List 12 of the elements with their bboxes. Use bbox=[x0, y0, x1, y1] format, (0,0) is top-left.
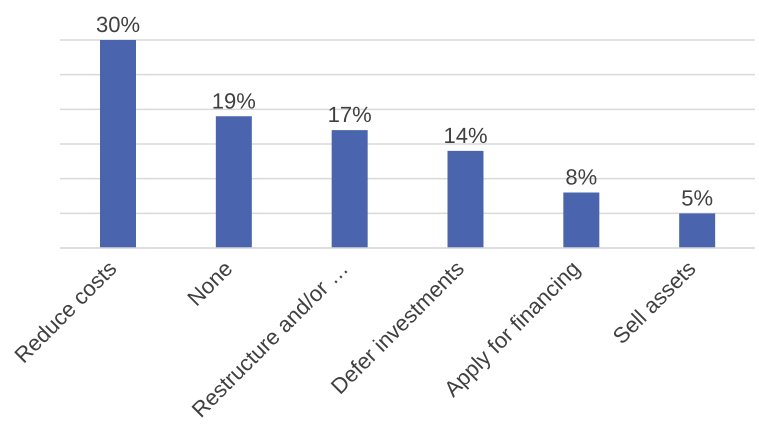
data-label: 17% bbox=[328, 102, 372, 128]
data-label: 8% bbox=[565, 164, 598, 190]
bar bbox=[216, 116, 252, 248]
bar bbox=[679, 213, 716, 248]
data-label: 19% bbox=[212, 88, 256, 114]
data-label: 5% bbox=[681, 185, 714, 210]
data-label: 14% bbox=[443, 122, 488, 148]
bar bbox=[332, 130, 368, 248]
bar bbox=[448, 150, 484, 248]
bar bbox=[563, 192, 600, 248]
bar bbox=[100, 40, 136, 248]
data-label: 30% bbox=[96, 12, 140, 37]
